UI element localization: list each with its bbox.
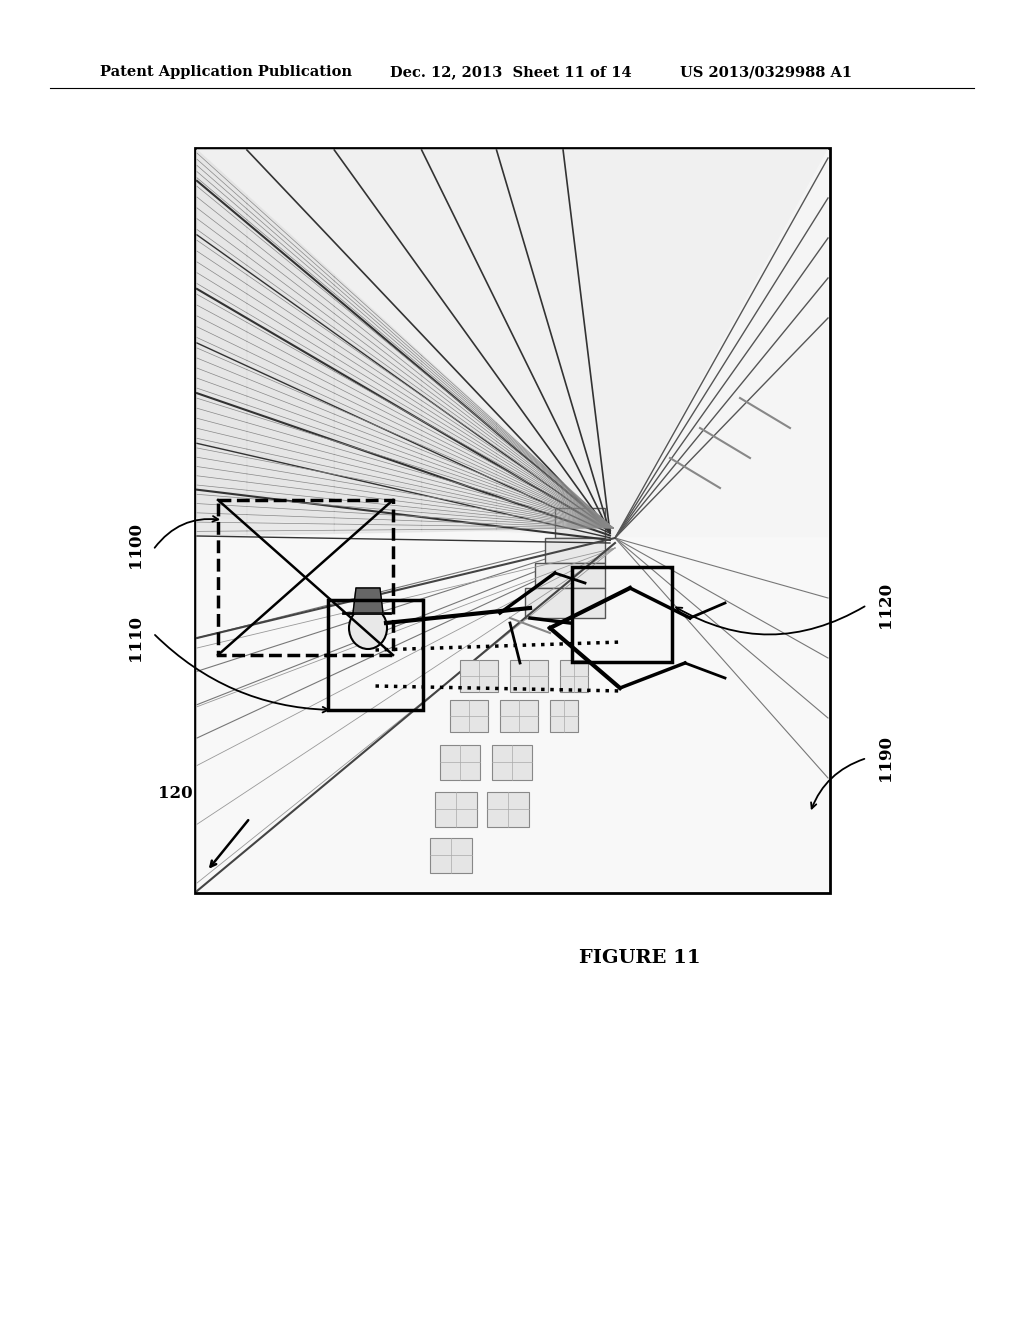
Polygon shape	[422, 418, 497, 477]
Polygon shape	[563, 499, 613, 528]
Text: US 2013/0329988 A1: US 2013/0329988 A1	[680, 65, 852, 79]
Polygon shape	[247, 454, 334, 503]
Polygon shape	[497, 430, 563, 492]
Polygon shape	[247, 318, 334, 404]
Polygon shape	[197, 343, 247, 409]
Text: 1110: 1110	[127, 615, 143, 661]
Polygon shape	[334, 275, 422, 368]
Polygon shape	[422, 511, 497, 532]
Polygon shape	[422, 466, 497, 504]
Bar	[435, 792, 477, 828]
Polygon shape	[197, 444, 247, 494]
Text: 1190: 1190	[877, 735, 894, 781]
Bar	[535, 564, 605, 587]
Polygon shape	[497, 490, 563, 517]
Polygon shape	[422, 444, 497, 490]
Bar	[545, 539, 605, 564]
Polygon shape	[497, 422, 563, 486]
Polygon shape	[563, 483, 613, 528]
Polygon shape	[334, 296, 422, 393]
Bar	[492, 744, 532, 780]
Bar	[525, 587, 605, 618]
Polygon shape	[247, 223, 334, 331]
Polygon shape	[563, 517, 613, 528]
Bar	[550, 700, 578, 733]
Polygon shape	[247, 271, 334, 368]
Polygon shape	[197, 235, 247, 318]
Bar	[460, 660, 498, 692]
Polygon shape	[247, 195, 334, 296]
Polygon shape	[334, 471, 422, 511]
Polygon shape	[197, 150, 828, 539]
Bar	[555, 508, 605, 539]
Polygon shape	[334, 404, 422, 466]
Polygon shape	[497, 477, 563, 512]
Polygon shape	[197, 150, 247, 223]
Bar	[450, 700, 488, 733]
Text: 1100: 1100	[127, 521, 143, 568]
Bar	[218, 500, 393, 655]
Bar	[195, 148, 830, 894]
Bar	[500, 700, 538, 733]
Bar	[440, 744, 480, 780]
Polygon shape	[497, 517, 563, 531]
Text: FIGURE 11: FIGURE 11	[579, 949, 700, 968]
Polygon shape	[422, 354, 497, 430]
Polygon shape	[247, 366, 334, 438]
Polygon shape	[334, 503, 422, 533]
Polygon shape	[334, 438, 422, 490]
Text: Patent Application Publication: Patent Application Publication	[100, 65, 352, 79]
Polygon shape	[422, 393, 497, 461]
Bar	[510, 660, 548, 692]
Polygon shape	[197, 289, 247, 366]
Polygon shape	[334, 331, 422, 418]
Polygon shape	[422, 368, 497, 446]
Polygon shape	[422, 490, 497, 517]
Polygon shape	[615, 150, 828, 891]
Polygon shape	[563, 512, 613, 528]
Polygon shape	[563, 506, 613, 528]
Bar	[572, 568, 672, 663]
Ellipse shape	[349, 607, 387, 649]
Polygon shape	[197, 181, 247, 271]
Polygon shape	[497, 446, 563, 499]
Text: Dec. 12, 2013  Sheet 11 of 14: Dec. 12, 2013 Sheet 11 of 14	[390, 65, 632, 79]
Polygon shape	[497, 461, 563, 506]
Polygon shape	[197, 393, 247, 454]
Text: 1120: 1120	[877, 582, 894, 628]
Polygon shape	[247, 494, 334, 535]
Polygon shape	[563, 486, 613, 528]
Polygon shape	[334, 368, 422, 444]
Polygon shape	[247, 409, 334, 471]
Polygon shape	[563, 492, 613, 528]
Text: 120: 120	[158, 784, 193, 801]
Polygon shape	[497, 504, 563, 524]
Bar	[328, 601, 423, 710]
Polygon shape	[197, 517, 828, 891]
Bar	[560, 660, 588, 692]
Polygon shape	[353, 587, 383, 612]
Polygon shape	[563, 524, 613, 529]
Bar	[487, 792, 529, 828]
Polygon shape	[197, 490, 247, 536]
Bar	[430, 838, 472, 873]
